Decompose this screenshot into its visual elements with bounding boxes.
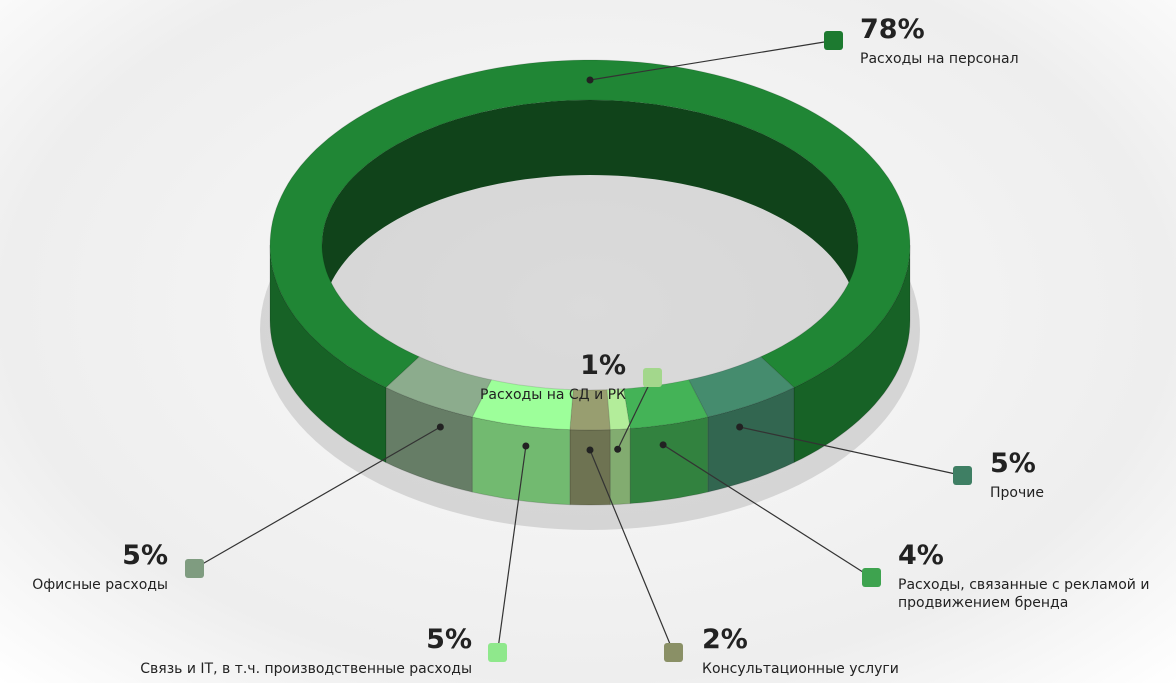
segment-outer-wall [629,416,709,505]
leader-dot [522,442,530,450]
category-label: Расходы на СД и РК [479,387,626,403]
value-label: 4% [898,540,944,571]
leader-dot [736,423,744,431]
value-label: 78% [860,14,925,45]
value-label: 5% [426,624,472,655]
callout: 5% Прочие [990,448,1110,502]
legend-swatch [643,368,662,387]
category-label: Консультационные услуги [702,661,899,677]
leader-line [589,449,675,653]
leader-line [496,445,527,653]
leader-dot [659,441,667,449]
category-label: Расходы на персонал [860,51,1019,67]
legend-swatch [824,31,843,50]
category-label: Связь и IT, в т.ч. производственные расх… [140,661,472,677]
segment-inner-wall [322,100,858,320]
callout: 4% Расходы, связанные с рекламой и продви… [898,540,1160,612]
leader-line [662,444,872,579]
callout: 2% Консультационные услуги [702,624,942,678]
callout: 1% Расходы на СД и РК [430,350,626,404]
legend-swatch [953,466,972,485]
value-label: 1% [580,350,626,381]
leader-dot [586,76,594,84]
legend-swatch [185,559,204,578]
value-label: 5% [122,540,168,571]
callout: 78% Расходы на персонал [860,14,1100,68]
category-label: Прочие [990,485,1044,501]
leader-line [739,426,963,477]
segment-outer-wall [471,416,571,506]
category-label: Расходы, связанные с рекламой и продвиже… [898,577,1150,611]
category-label: Офисные расходы [32,577,168,593]
leader-line [589,39,834,81]
segment-outer-wall [569,429,611,506]
segment-top [385,356,493,418]
callout: 5% Офисные расходы [10,540,168,594]
leader-dot [436,423,444,431]
legend-swatch [862,568,881,587]
segment-outer-wall [609,427,631,506]
leader-dot [614,445,622,453]
legend-swatch [664,643,683,662]
value-label: 2% [702,624,748,655]
legend-swatch [488,643,507,662]
value-label: 5% [990,448,1036,479]
leader-line [617,377,654,450]
leader-dot [586,446,594,454]
callout: 5% Связь и IT, в т.ч. производственные ра… [130,624,472,678]
leader-line [194,426,441,570]
